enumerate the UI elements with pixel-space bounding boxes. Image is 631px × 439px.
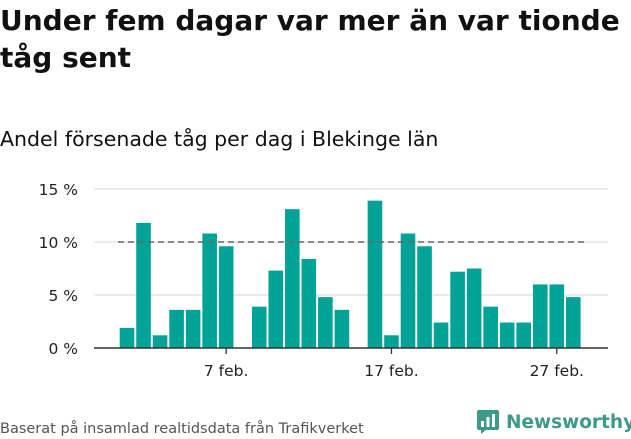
brand-logo[interactable]: Newsworthy xyxy=(476,407,631,437)
bar xyxy=(268,270,284,348)
bar xyxy=(417,246,432,348)
chart-title: Under fem dagar var mer än var tionde tå… xyxy=(0,4,620,74)
newsworthy-logo-icon xyxy=(477,410,499,434)
y-tick-label: 0 % xyxy=(48,340,78,358)
bar xyxy=(566,297,581,348)
bar xyxy=(499,322,515,348)
bar xyxy=(400,233,416,348)
bar xyxy=(466,268,482,348)
brand-name: Newsworthy xyxy=(506,411,631,433)
y-tick-label: 10 % xyxy=(39,234,78,252)
bar xyxy=(301,258,317,348)
bars xyxy=(119,200,581,348)
bar xyxy=(367,200,383,348)
chart-subtitle: Andel försenade tåg per dag i Blekinge l… xyxy=(0,127,439,151)
bar xyxy=(516,322,532,348)
bar-chart: 0 % 5 % 10 % 15 % 7 feb. 17 feb. 27 feb. xyxy=(39,181,608,380)
bar xyxy=(119,327,135,348)
bar xyxy=(549,284,565,348)
x-tick-label: 17 feb. xyxy=(364,362,418,380)
source-note: Baserat på insamlad realtidsdata från Tr… xyxy=(0,421,364,437)
bar xyxy=(334,309,350,348)
bar xyxy=(450,271,465,348)
bar xyxy=(285,209,300,348)
y-tick-label: 5 % xyxy=(48,287,78,305)
bar xyxy=(136,222,151,348)
bar xyxy=(532,284,548,348)
bar xyxy=(202,233,217,348)
bar xyxy=(251,306,267,348)
bar xyxy=(218,246,234,348)
bar xyxy=(483,306,498,348)
bar xyxy=(152,335,168,348)
axes: 0 % 5 % 10 % 15 % 7 feb. 17 feb. 27 feb. xyxy=(39,181,608,380)
bar xyxy=(433,322,449,348)
bar xyxy=(384,335,399,348)
x-tick-label: 7 feb. xyxy=(204,362,249,380)
bar xyxy=(185,309,201,348)
bar xyxy=(318,297,333,348)
x-tick-label: 27 feb. xyxy=(530,362,584,380)
bar xyxy=(169,309,184,348)
y-tick-label: 15 % xyxy=(39,181,78,199)
